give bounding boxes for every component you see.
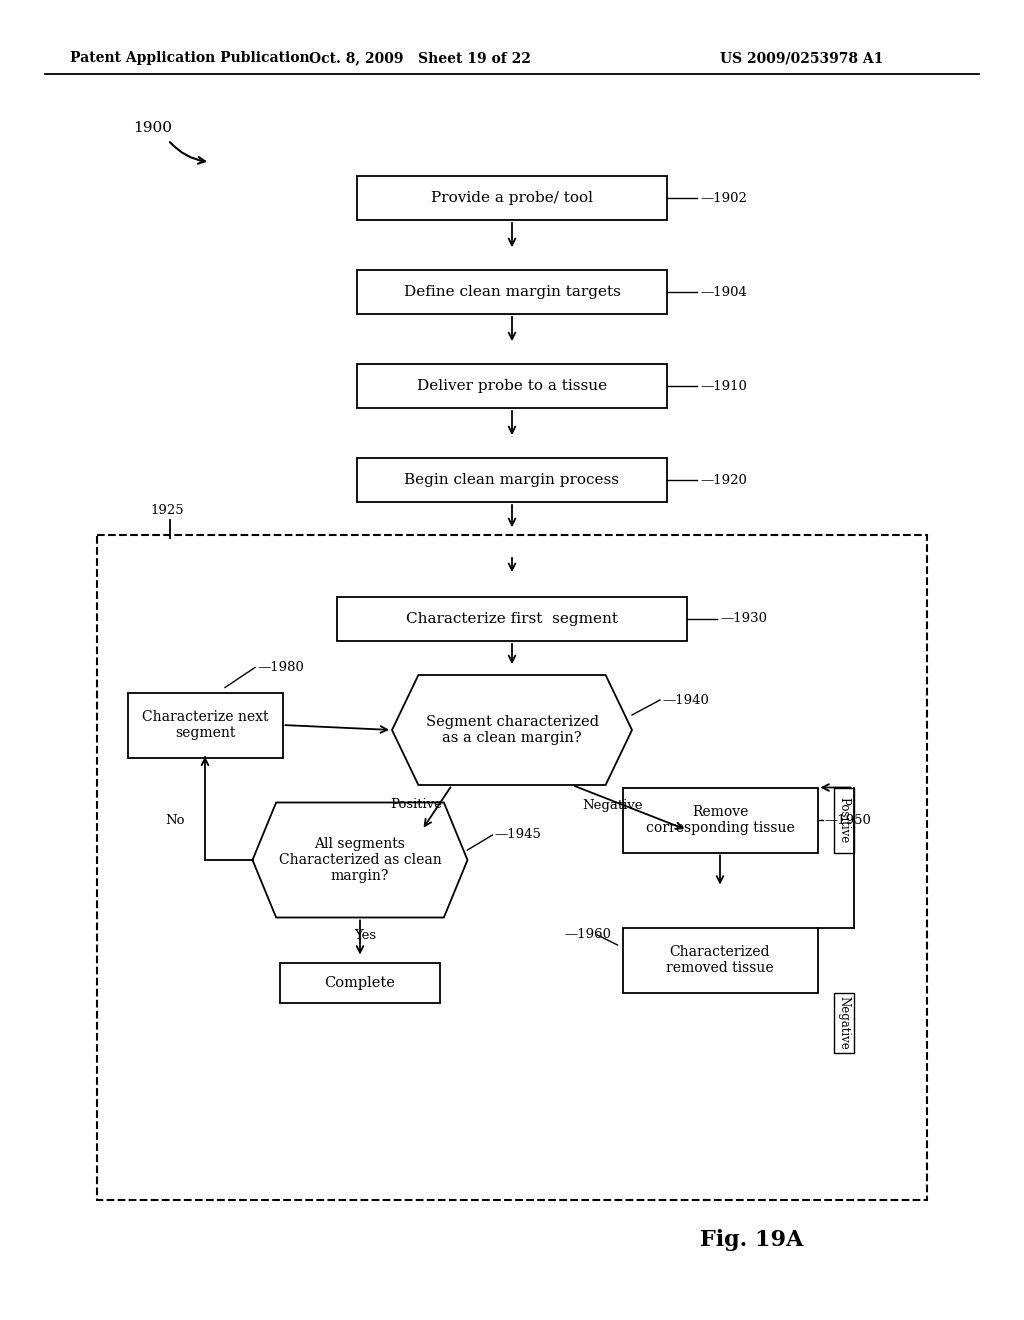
Bar [97,535,927,1200]
Bar [357,364,667,408]
Text: Positive: Positive [390,799,442,812]
Text: Provide a probe/ tool: Provide a probe/ tool [431,191,593,205]
Bar [357,458,667,502]
Bar [280,962,440,1002]
Bar [128,693,283,758]
Text: Define clean margin targets: Define clean margin targets [403,285,621,300]
Text: Yes: Yes [354,929,376,942]
Text: Remove
corresponding tissue: Remove corresponding tissue [645,805,795,836]
Text: —1945: —1945 [495,829,542,842]
Text: Characterize next
segment: Characterize next segment [141,710,268,741]
Text: Negative: Negative [582,799,642,812]
Text: —1902: —1902 [700,191,746,205]
Text: No: No [166,813,185,826]
Text: —1950: —1950 [824,813,871,826]
Text: Positive: Positive [837,797,850,843]
Text: 1925: 1925 [150,503,183,516]
Text: —1940: —1940 [662,693,709,706]
Text: Oct. 8, 2009   Sheet 19 of 22: Oct. 8, 2009 Sheet 19 of 22 [309,51,530,65]
Text: 1900: 1900 [133,121,172,135]
Text: —1960: —1960 [564,928,611,941]
Text: —1930: —1930 [720,612,767,626]
Text: Deliver probe to a tissue: Deliver probe to a tissue [417,379,607,393]
Text: US 2009/0253978 A1: US 2009/0253978 A1 [720,51,884,65]
Bar [357,271,667,314]
Bar [834,788,853,853]
Text: Characterize first  segment: Characterize first segment [406,612,618,626]
Bar [357,176,667,220]
Text: Fig. 19A: Fig. 19A [700,1229,804,1251]
Text: Negative: Negative [837,995,850,1049]
Text: Characterized
removed tissue: Characterized removed tissue [667,945,774,975]
Text: All segments
Characterized as clean
margin?: All segments Characterized as clean marg… [279,837,441,883]
Bar [623,788,817,853]
Bar [337,597,687,642]
Text: Complete: Complete [325,975,395,990]
Text: —1980: —1980 [257,661,304,675]
Polygon shape [253,803,468,917]
Text: Patent Application Publication: Patent Application Publication [70,51,309,65]
Text: Begin clean margin process: Begin clean margin process [404,473,620,487]
Bar [834,993,853,1052]
Text: —1910: —1910 [700,380,746,392]
Bar [623,928,817,993]
Text: —1904: —1904 [700,285,746,298]
Text: Segment characterized
as a clean margin?: Segment characterized as a clean margin? [426,715,598,744]
Polygon shape [392,675,632,785]
Text: —1920: —1920 [700,474,746,487]
